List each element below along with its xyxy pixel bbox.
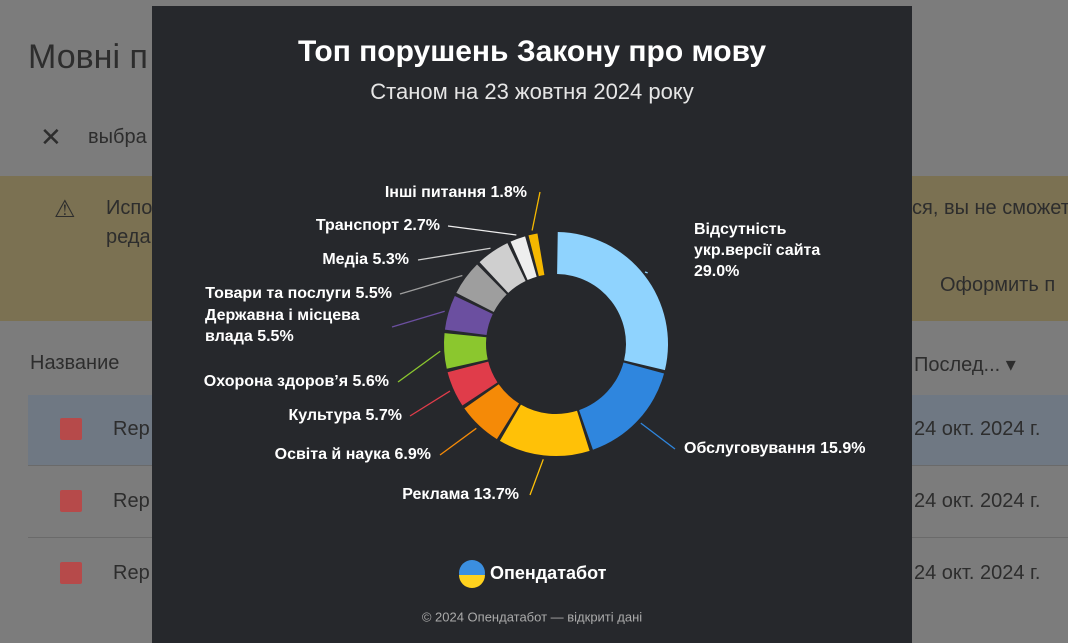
leader-line	[644, 271, 648, 274]
leader-line	[640, 422, 676, 450]
file-date: 24 окт. 2024 г.	[914, 562, 1041, 584]
warning-line: ся, вы не сможет	[912, 197, 1068, 219]
slice-category: Реклама	[402, 486, 470, 503]
leader-line	[439, 427, 477, 456]
donut-slice	[444, 333, 488, 369]
slice-label: Інші питання 1.8%	[385, 182, 527, 203]
leader-line	[399, 274, 463, 295]
donut-slice	[499, 404, 590, 456]
slice-category: Медіа	[322, 251, 369, 268]
leader-line	[417, 247, 491, 261]
slice-value: 5.7%	[365, 407, 402, 424]
slice-category: Товари та послуги	[205, 285, 352, 302]
file-name: Rep	[113, 418, 150, 440]
file-icon	[60, 490, 82, 512]
slice-value: 2.7%	[403, 217, 440, 234]
chart-title: Топ порушень Закону про мову	[298, 35, 766, 68]
slice-value: 1.8%	[490, 184, 527, 201]
leader-line	[447, 225, 517, 236]
file-icon	[60, 562, 82, 584]
warning-line: реда	[106, 226, 151, 248]
donut-slice	[528, 233, 545, 277]
slice-value: 5.5%	[257, 328, 294, 345]
action-button[interactable]: Оформить п	[940, 274, 1056, 296]
slice-category: Інші питання	[384, 184, 487, 201]
slice-label: Медіа 5.3%	[322, 249, 409, 270]
slice-label: Транспорт 2.7%	[316, 215, 440, 236]
page-title: Мовні п	[28, 38, 148, 76]
slice-value: 29.0%	[694, 263, 740, 280]
file-icon	[60, 418, 82, 440]
slice-label: Відсутність укр.версії сайта 29.0%	[694, 219, 854, 282]
slice-category: Відсутність укр.версії сайта	[694, 221, 821, 259]
slice-category: Обслуговування	[684, 440, 816, 457]
leader-line	[409, 390, 451, 417]
file-name: Rep	[113, 562, 150, 584]
slice-label: Обслуговування 15.9%	[684, 438, 865, 459]
leader-line	[531, 191, 541, 231]
file-name: Rep	[113, 490, 150, 512]
donut-slice	[479, 243, 526, 293]
warning-icon: ⚠	[54, 196, 76, 223]
slice-value: 5.5%	[355, 285, 392, 302]
close-icon[interactable]: ✕	[40, 122, 62, 152]
slice-category: Державна і місцева влада	[205, 307, 360, 345]
column-label: Послед...	[914, 354, 1001, 376]
slice-label: Реклама 13.7%	[402, 484, 519, 505]
slice-label: Освіта й наука 6.9%	[275, 444, 431, 465]
copyright: © 2024 Опендатабот — відкриті дані	[422, 609, 642, 624]
donut-slice	[579, 362, 665, 450]
slice-label: Державна і місцева влада 5.5%	[205, 305, 390, 347]
slice-value: 13.7%	[473, 486, 519, 503]
warning-line: Испо	[106, 197, 153, 219]
slice-value: 15.9%	[820, 440, 866, 457]
column-header[interactable]: Послед... ▾	[914, 354, 1016, 376]
slice-category: Освіта й наука	[274, 446, 391, 463]
file-date: 24 окт. 2024 г.	[914, 418, 1041, 440]
slice-category: Транспорт	[315, 217, 400, 234]
search-text[interactable]: выбра	[88, 126, 147, 148]
donut-slice	[444, 295, 493, 336]
slice-label: Охорона здоров’я 5.6%	[204, 371, 389, 392]
file-date: 24 окт. 2024 г.	[914, 490, 1041, 512]
brand-name: Опендатабот	[490, 563, 607, 583]
donut-slice	[447, 361, 498, 406]
slice-category: Охорона здоров’я	[203, 373, 349, 390]
slice-label: Культура 5.7%	[288, 405, 402, 426]
slice-category: Культура	[288, 407, 362, 424]
slice-value: 5.6%	[352, 373, 389, 390]
chart-subtitle: Станом на 23 жовтня 2024 року	[370, 79, 693, 104]
slice-value: 5.3%	[372, 251, 409, 268]
donut-slice	[557, 232, 669, 371]
leader-line	[397, 350, 441, 383]
slice-label: Товари та послуги 5.5%	[205, 283, 392, 304]
brand-logo-part	[459, 575, 485, 588]
leader-line	[529, 459, 544, 496]
donut-slice	[464, 384, 520, 440]
slice-value: 6.9%	[394, 446, 431, 463]
donut-slice	[510, 236, 537, 281]
leader-line	[391, 310, 445, 328]
column-header[interactable]: Название	[30, 352, 120, 374]
modal	[152, 6, 912, 643]
donut-slice	[456, 264, 507, 313]
